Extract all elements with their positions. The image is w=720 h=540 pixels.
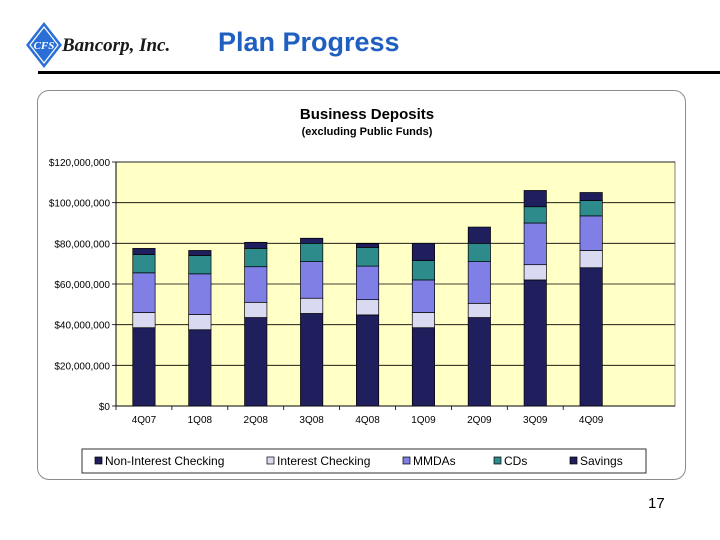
legend-swatch (266, 456, 275, 465)
bar-segment (579, 267, 603, 407)
bar-segment (411, 327, 435, 407)
bar-segment (244, 241, 268, 249)
bar-segment (300, 313, 324, 407)
legend-label: Savings (580, 454, 623, 468)
chart-subtitle: (excluding Public Funds) (302, 126, 433, 138)
bar-segment (579, 200, 603, 217)
page-title: Plan Progress (218, 27, 400, 57)
x-tick-label: 4Q07 (132, 415, 157, 426)
bar-segment (300, 237, 324, 244)
bar-segment (411, 279, 435, 313)
x-tick-label: 2Q08 (244, 415, 269, 426)
bar-segment (188, 314, 212, 331)
x-tick-label: 4Q09 (579, 415, 604, 426)
bar-segment (132, 272, 156, 313)
bar-segment (356, 247, 380, 267)
x-tick-label: 1Q08 (188, 415, 213, 426)
bar-segment (411, 242, 435, 261)
bar-segment (579, 250, 603, 269)
bar-segment (356, 243, 380, 248)
bar-segment (188, 329, 212, 407)
bar-segment (244, 266, 268, 303)
legend-swatch (402, 456, 411, 465)
bar-segment (356, 299, 380, 316)
bar-segment (188, 255, 212, 275)
bar-segment (188, 250, 212, 256)
bar-segment (132, 254, 156, 274)
bar-segment (132, 312, 156, 329)
y-tick-label: $20,000,000 (54, 361, 110, 372)
bar-segment (467, 302, 491, 318)
bar-segment (411, 312, 435, 329)
page-number: 17 (648, 495, 665, 512)
bar-segment (411, 260, 435, 281)
bar-segment (300, 261, 324, 299)
y-tick-label: $40,000,000 (54, 321, 110, 332)
bar-segment (300, 242, 324, 262)
bar-segment (579, 192, 603, 201)
header-divider (38, 71, 720, 74)
bar-segment (356, 314, 380, 407)
y-tick-label: $80,000,000 (54, 239, 110, 250)
bar-segment (523, 190, 547, 208)
logo-initials: CFS (34, 40, 55, 52)
legend-label: CDs (504, 454, 527, 468)
bar-segment (244, 317, 268, 407)
bar-segment (244, 248, 268, 268)
x-tick-label: 1Q09 (411, 415, 436, 426)
bar-segment (467, 261, 491, 304)
x-tick-label: 2Q09 (467, 415, 492, 426)
legend-label: Non-Interest Checking (105, 454, 224, 468)
bar-segment (523, 264, 547, 281)
bar-segment (132, 327, 156, 407)
bar-segment (467, 242, 491, 262)
bar-segment (467, 226, 491, 244)
bar-segment (523, 279, 547, 407)
y-tick-label: $60,000,000 (54, 280, 110, 291)
bar-segment (356, 265, 380, 301)
bar-segment (467, 317, 491, 407)
company-name: Bancorp, Inc. (62, 35, 171, 56)
y-tick-label: $120,000,000 (49, 158, 111, 169)
bar-segment (132, 248, 156, 255)
legend-swatch (569, 456, 578, 465)
bar-segment (523, 206, 547, 224)
bar-segment (300, 297, 324, 314)
x-tick-label: 3Q08 (299, 415, 324, 426)
legend-swatch (94, 456, 103, 465)
y-tick-label: $100,000,000 (49, 199, 111, 210)
cfs-diamond-logo: CFS (26, 22, 62, 68)
legend-label: MMDAs (413, 454, 456, 468)
chart-title: Business Deposits (300, 106, 434, 123)
bar-segment (579, 215, 603, 251)
x-tick-label: 3Q09 (523, 415, 548, 426)
y-tick-label: $0 (99, 402, 111, 413)
bar-segment (523, 222, 547, 266)
bar-segment (244, 301, 268, 318)
legend-label: Interest Checking (277, 454, 370, 468)
company-logo: CFS (26, 22, 226, 68)
x-tick-label: 4Q08 (355, 415, 380, 426)
bar-segment (188, 273, 212, 315)
legend-box (81, 448, 647, 474)
legend-swatch (493, 456, 502, 465)
